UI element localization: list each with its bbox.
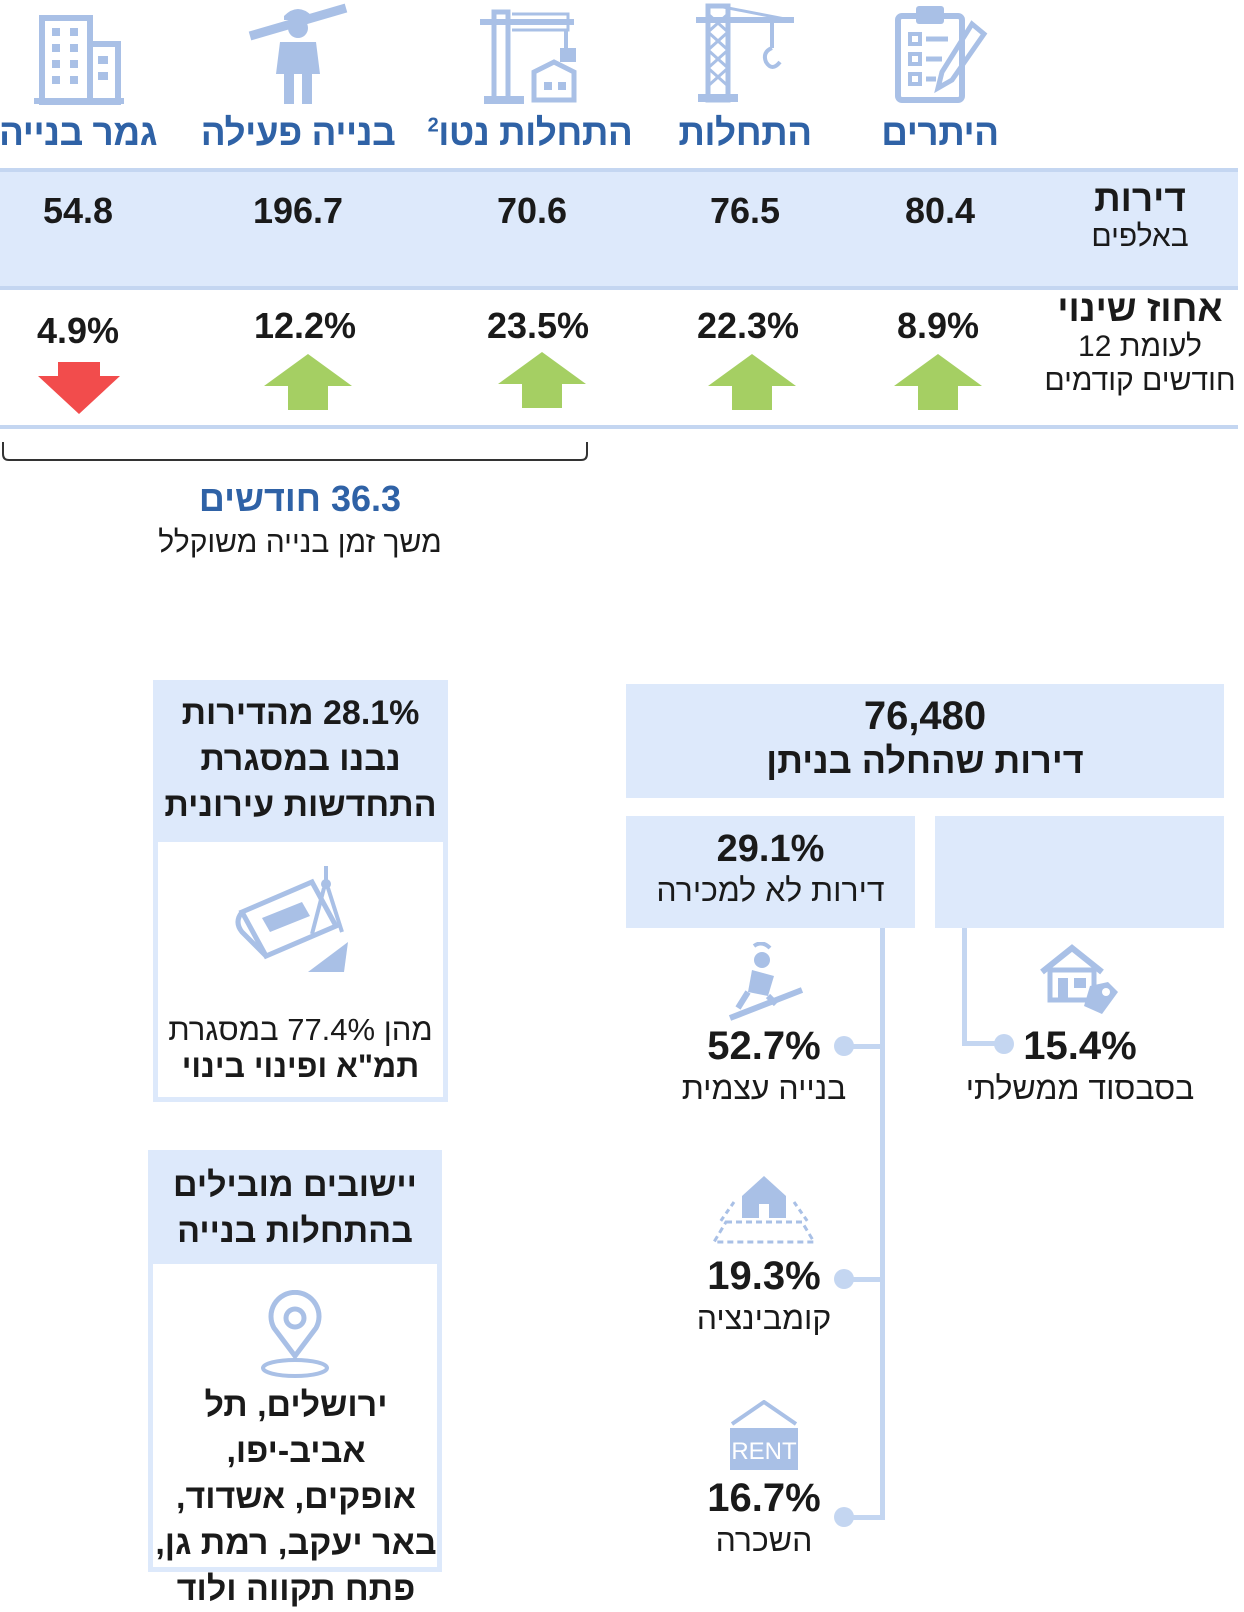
- combination-text: 19.3% קומבינציה: [664, 1252, 864, 1337]
- not-for-sale-box: [626, 816, 915, 928]
- connector-line: [846, 1277, 882, 1282]
- table-separator: [0, 425, 1238, 429]
- rent-sign-icon: RENT: [730, 1400, 798, 1470]
- value-starts: 76.5: [709, 190, 781, 231]
- urban-renewal-header: [153, 680, 448, 842]
- units-row-subtitle: באלפים: [1091, 220, 1189, 253]
- change-row-label: אחוז שינוי לעומת 12 חודשים קודמים: [1040, 288, 1240, 398]
- units-band: [0, 168, 1238, 290]
- crane-building-icon: [480, 9, 577, 104]
- header-net-starts: התחלות נטו2: [420, 112, 640, 154]
- header-completed: גמר בנייה: [0, 112, 157, 153]
- leading-cities-line4: פתח תקווה ולוד: [176, 1570, 416, 1608]
- header-active: בנייה פעילה: [200, 112, 396, 153]
- house-price-tag-icon: [1040, 944, 1118, 1014]
- leading-cities-list: ירושלים, תל אביב-יפו, אופקים, אשדוד, באר…: [140, 1382, 452, 1612]
- house-with-lot-icon: [712, 1176, 816, 1244]
- urban-renewal-note1: מהן 77.4% במסגרת: [168, 1012, 433, 1047]
- connector-line: [962, 928, 967, 1046]
- urban-renewal-note: מהן 77.4% במסגרת תמ"א ופינוי בינוי: [153, 1012, 448, 1085]
- rent-sign-text: RENT: [731, 1438, 797, 1465]
- rent-text: 16.7% השכרה: [664, 1474, 864, 1559]
- change-row-title: אחוז שינוי: [1057, 288, 1223, 329]
- leading-cities-line3: באר יעקב, רמת גן,: [155, 1524, 437, 1562]
- leading-cities-line1: ירושלים, תל אביב-יפו,: [204, 1386, 388, 1470]
- connector-line: [846, 1044, 882, 1049]
- up-arrow-icon: [894, 354, 982, 410]
- roofer-worker-icon: [728, 942, 804, 1021]
- leading-cities-title1: יישובים מובילים: [173, 1166, 417, 1204]
- construction-worker-icon: [248, 3, 348, 104]
- subsidized-header-box: [935, 816, 1224, 928]
- change-completed: 4.9%: [36, 310, 120, 351]
- leading-cities-title2: בהתחלות בנייה: [177, 1212, 413, 1250]
- urban-renewal-line1: 28.1% מהדירות: [181, 694, 420, 732]
- change-row-subtitle2: חודשים קודמים: [1044, 364, 1236, 397]
- clipboard-pencil-icon: [895, 6, 988, 103]
- connector-dot: [834, 1269, 854, 1289]
- connector-line: [880, 928, 885, 1520]
- subsidized-text: 15.4% בסבסוד ממשלתי: [960, 1022, 1200, 1107]
- header-starts: התחלות: [678, 112, 812, 153]
- leading-cities-header: [148, 1150, 442, 1264]
- up-arrow-icon: [708, 354, 796, 410]
- not-for-sale-label: דירות לא למכירה: [656, 872, 885, 908]
- self-build-text: 52.7% בנייה עצמית: [664, 1022, 864, 1107]
- change-row-subtitle1: לעומת 12: [1078, 330, 1202, 363]
- down-arrow-icon: [38, 362, 120, 414]
- combination-label: קומבינציה: [696, 1300, 832, 1336]
- self-build-value: 52.7%: [707, 1024, 821, 1068]
- units-row-title: דירות: [1094, 178, 1186, 219]
- starts-box: [626, 684, 1224, 798]
- connector-dot: [834, 1507, 854, 1527]
- change-starts: 22.3%: [696, 305, 800, 346]
- leading-cities-line2: אופקים, אשדוד,: [176, 1478, 416, 1516]
- rent-value: 16.7%: [707, 1476, 821, 1520]
- blueprint-compass-icon: [235, 866, 348, 972]
- value-permits: 80.4: [904, 190, 976, 231]
- duration-bracket: [2, 442, 588, 461]
- location-pin-icon: [261, 1290, 329, 1378]
- connector-dot: [994, 1034, 1014, 1054]
- change-permits: 8.9%: [896, 305, 980, 346]
- units-row-label: דירות באלפים: [1040, 178, 1240, 254]
- combination-value: 19.3%: [707, 1254, 821, 1298]
- rent-label: השכרה: [715, 1522, 813, 1558]
- subsidized-value: 15.4%: [1023, 1024, 1137, 1068]
- connector-line: [846, 1515, 882, 1520]
- value-completed: 54.8: [42, 190, 114, 231]
- up-arrow-icon: [498, 352, 586, 408]
- duration-value: 36.3 חודשים: [198, 478, 402, 519]
- self-build-label: בנייה עצמית: [681, 1070, 847, 1106]
- change-net-starts: 23.5%: [486, 305, 590, 346]
- leading-cities-title: יישובים מובילים בהתחלות בנייה: [148, 1162, 442, 1254]
- duration-label: משך זמן בנייה משוקלל: [158, 526, 442, 559]
- urban-renewal-line2: נבנו במסגרת: [200, 740, 401, 778]
- up-arrow-icon: [264, 354, 352, 410]
- office-building-icon: [34, 15, 124, 105]
- value-net-starts: 70.6: [496, 190, 568, 231]
- connector-line: [962, 1041, 1002, 1046]
- change-active: 12.2%: [253, 305, 357, 346]
- urban-renewal-note2: תמ"א ופינוי בינוי: [181, 1048, 420, 1084]
- starts-total-label: דירות שהחלה בניתן: [766, 740, 1084, 781]
- header-permits: היתרים: [881, 112, 999, 153]
- starts-box-text: 76,480 דירות שהחלה בניתן: [626, 694, 1224, 784]
- not-for-sale-text: 29.1% דירות לא למכירה: [626, 826, 915, 909]
- urban-renewal-title: 28.1% מהדירות נבנו במסגרת התחדשות עירוני…: [153, 690, 448, 828]
- starts-total: 76,480: [863, 694, 987, 738]
- not-for-sale-value: 29.1%: [716, 828, 825, 870]
- value-active: 196.7: [252, 190, 344, 231]
- footnote-marker: 2: [427, 114, 439, 137]
- subsidized-label: בסבסוד ממשלתי: [965, 1070, 1195, 1106]
- tower-crane-icon: [696, 3, 794, 103]
- connector-dot: [834, 1036, 854, 1056]
- header-net-starts-text: התחלות נטו: [438, 112, 633, 153]
- urban-renewal-line3: התחדשות עירונית: [164, 786, 437, 824]
